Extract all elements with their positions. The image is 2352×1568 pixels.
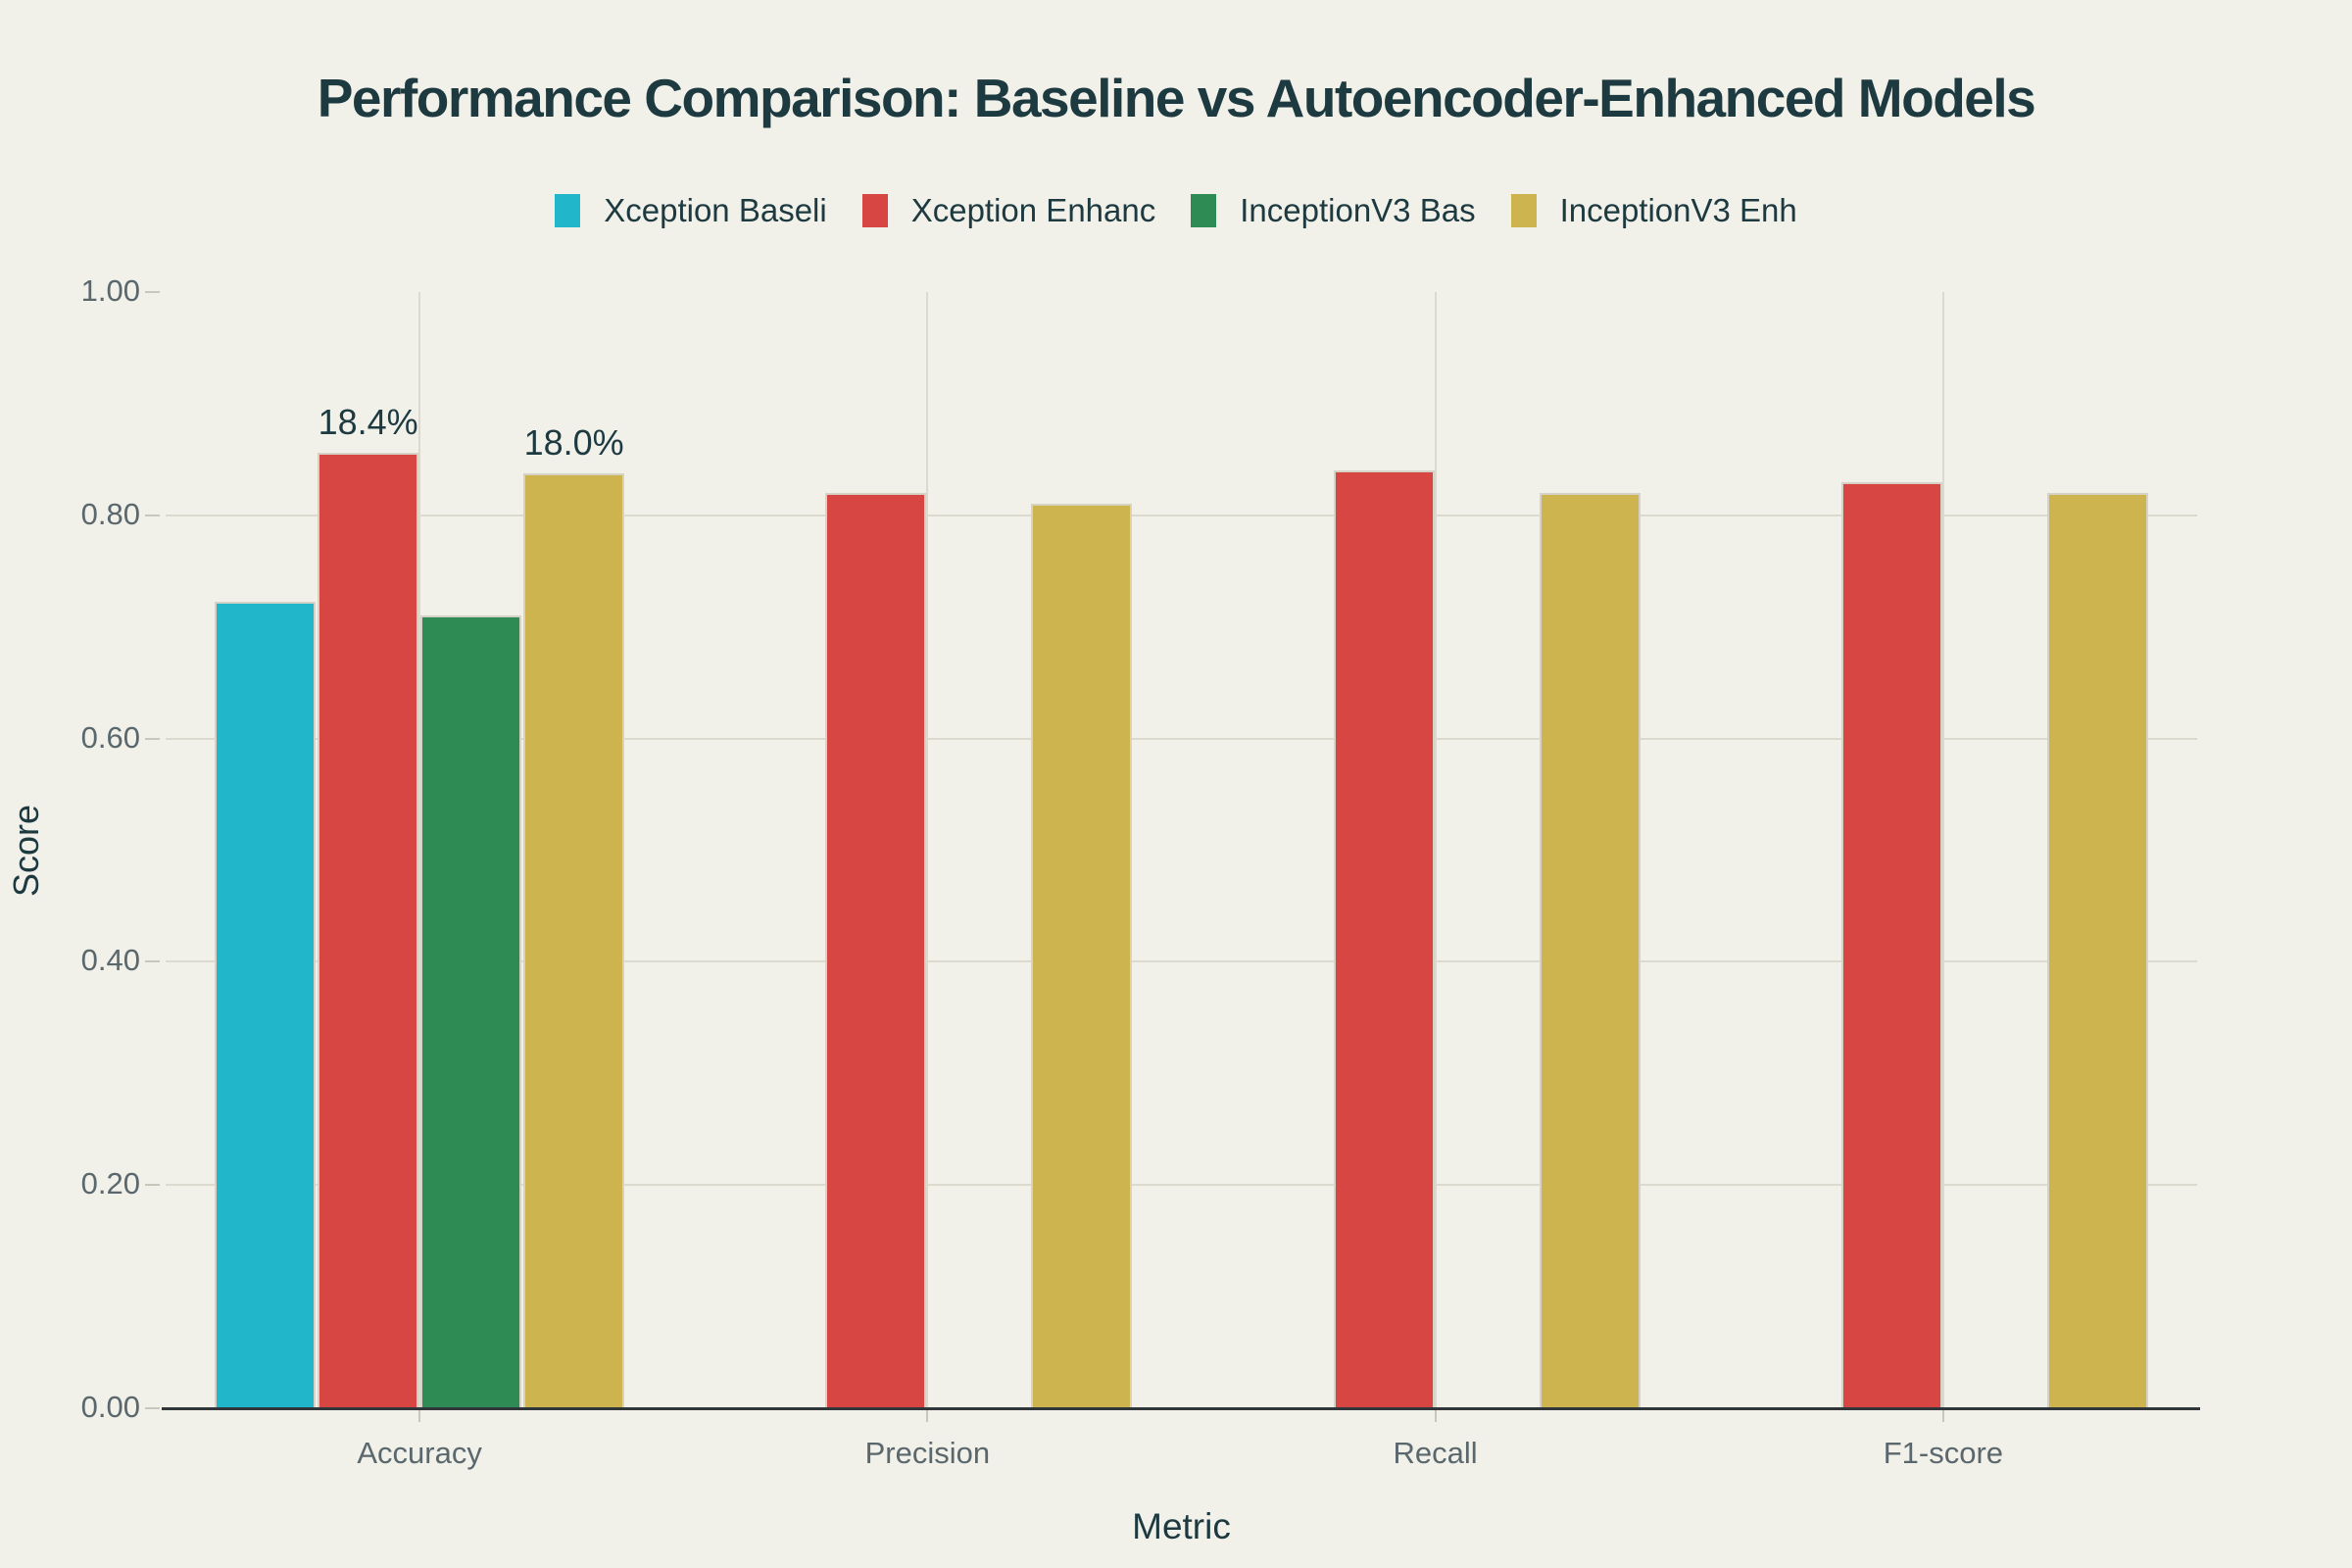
legend: Xception Baseli Xception Enhanc InceptionV… xyxy=(0,192,2352,229)
legend-swatch-icon xyxy=(861,194,888,227)
bar-xception-enhanc-accuracy[interactable] xyxy=(318,453,419,1408)
gridline-horizontal xyxy=(166,737,2197,740)
y-axis-title: Score xyxy=(6,804,46,898)
legend-swatch-icon xyxy=(1191,194,1217,227)
bar-inceptionv3-enh-recall[interactable] xyxy=(1539,493,1641,1408)
x-tick-label: F1-score xyxy=(1883,1436,2004,1470)
x-tick-label: Accuracy xyxy=(357,1436,482,1470)
bar-xception-enhanc-f1-score[interactable] xyxy=(1840,481,1942,1408)
legend-swatch-icon xyxy=(555,194,581,227)
x-tick-label: Precision xyxy=(864,1436,991,1470)
bar-xception-enhanc-recall[interactable] xyxy=(1333,470,1435,1408)
y-tick-label: 0.00 xyxy=(80,1390,140,1424)
gridline-vertical xyxy=(1434,292,1437,1408)
legend-item-xception-baseli[interactable]: Xception Baseli xyxy=(555,192,827,229)
y-tick-label: 0.60 xyxy=(80,719,140,755)
y-tick-label: 1.00 xyxy=(80,273,140,308)
bar-xception-baseli-accuracy[interactable] xyxy=(215,601,317,1408)
y-tick-label: 0.40 xyxy=(80,943,140,978)
gridline-vertical xyxy=(1941,292,1944,1408)
x-tick-mark xyxy=(418,1410,421,1422)
bar-xception-enhanc-precision[interactable] xyxy=(825,493,927,1408)
y-tick-mark xyxy=(145,737,160,740)
legend-item-inceptionv3-bas[interactable]: InceptionV3 Bas xyxy=(1191,192,1476,229)
gridline-vertical xyxy=(418,292,421,1408)
legend-item-inceptionv3-enh[interactable]: InceptionV3 Enh xyxy=(1510,192,1797,229)
gridline-vertical xyxy=(926,292,929,1408)
x-tick-mark xyxy=(1434,1410,1437,1422)
y-tick-label: 0.80 xyxy=(80,496,140,531)
bar-inceptionv3-enh-accuracy[interactable] xyxy=(523,472,625,1408)
x-axis-title: Metric xyxy=(1132,1506,1231,1546)
y-tick-mark xyxy=(145,1184,160,1187)
gridline-horizontal xyxy=(166,514,2197,516)
chart-title: Performance Comparison: Baseline vs Auto… xyxy=(317,68,2036,128)
x-tick-mark xyxy=(1941,1410,1944,1422)
y-tick-mark xyxy=(145,1407,160,1409)
x-tick-mark xyxy=(926,1410,929,1422)
y-tick-mark xyxy=(145,960,160,963)
legend-label: InceptionV3 Bas xyxy=(1240,192,1476,228)
gridline-horizontal xyxy=(166,1184,2197,1187)
legend-swatch-icon xyxy=(1510,194,1537,227)
bar-inceptionv3-bas-accuracy[interactable] xyxy=(420,615,522,1408)
annotation-label: 18.0% xyxy=(523,421,624,463)
bar-inceptionv3-enh-precision[interactable] xyxy=(1031,504,1133,1408)
x-axis-line xyxy=(162,1407,2200,1410)
x-tick-label: Recall xyxy=(1393,1436,1478,1470)
y-tick-mark xyxy=(145,514,160,516)
y-tick-label: 0.20 xyxy=(80,1166,140,1201)
annotation-label: 18.4% xyxy=(318,402,418,443)
legend-label: Xception Enhanc xyxy=(910,192,1156,228)
legend-label: InceptionV3 Enh xyxy=(1559,192,1797,228)
legend-label: Xception Baseli xyxy=(604,192,827,228)
legend-item-xception-enhanc[interactable]: Xception Enhanc xyxy=(861,192,1156,229)
gridline-horizontal xyxy=(166,960,2197,963)
y-tick-mark xyxy=(145,291,160,293)
bar-inceptionv3-enh-f1-score[interactable] xyxy=(2046,493,2148,1408)
